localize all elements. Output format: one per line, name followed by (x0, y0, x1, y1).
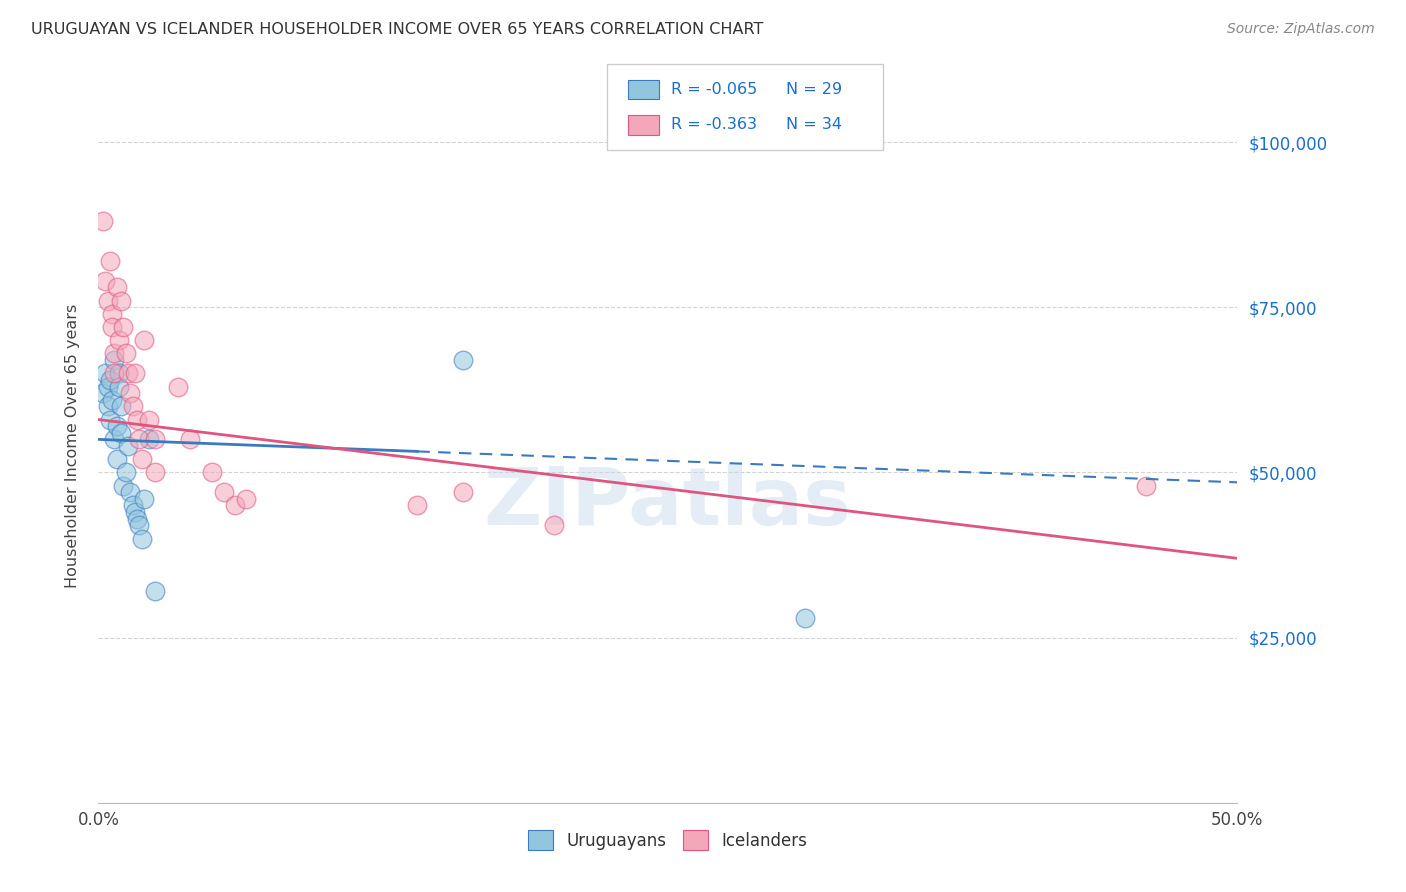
Point (127, 511, 149, 525)
Point (91, 214, 114, 228)
Point (96, 293, 118, 308)
Point (406, 499, 429, 513)
Text: R = -0.363: R = -0.363 (671, 117, 756, 132)
Point (121, 499, 143, 513)
Point (138, 412, 160, 426)
Point (131, 452, 153, 467)
Point (101, 320, 124, 334)
Point (105, 419, 128, 434)
Point (96, 379, 118, 393)
Point (120, 386, 142, 401)
Point (110, 293, 132, 308)
Point (98, 254, 121, 268)
Point (127, 412, 149, 426)
Point (117, 439, 139, 453)
Point (94, 367, 117, 381)
Point (1135, 478, 1157, 492)
Point (108, 367, 131, 381)
Point (103, 367, 125, 381)
Point (108, 333, 131, 347)
Point (543, 518, 565, 533)
Point (108, 379, 131, 393)
Point (167, 379, 190, 393)
Point (131, 532, 153, 546)
Point (124, 367, 146, 381)
Point (138, 433, 160, 447)
Point (132, 333, 155, 347)
Point (124, 505, 146, 519)
Point (121, 400, 143, 414)
Point (451, 353, 474, 368)
Point (105, 280, 128, 294)
Point (145, 466, 167, 480)
Point (145, 584, 167, 599)
Point (212, 485, 235, 500)
Point (114, 346, 136, 360)
Point (101, 392, 124, 407)
Text: URUGUAYAN VS ICELANDER HOUSEHOLDER INCOME OVER 65 YEARS CORRELATION CHART: URUGUAYAN VS ICELANDER HOUSEHOLDER INCOM… (31, 22, 763, 37)
Text: Source: ZipAtlas.com: Source: ZipAtlas.com (1227, 22, 1375, 37)
Point (98, 373, 121, 387)
Point (120, 485, 142, 500)
Point (145, 433, 167, 447)
Point (98, 412, 121, 426)
Point (94, 274, 117, 288)
Point (179, 433, 201, 447)
Point (110, 425, 132, 440)
Point (112, 320, 135, 334)
Point (112, 478, 135, 492)
Point (103, 346, 125, 360)
Point (105, 452, 128, 467)
Point (103, 433, 125, 447)
Text: ZIPatlas: ZIPatlas (484, 464, 852, 542)
Point (128, 433, 150, 447)
Point (103, 353, 125, 368)
Point (793, 611, 815, 625)
Text: N = 29: N = 29 (786, 82, 842, 97)
Y-axis label: Householder Income Over 65 years: Householder Income Over 65 years (65, 304, 80, 588)
Point (128, 518, 150, 533)
Point (101, 307, 124, 321)
Point (224, 499, 246, 513)
Point (96, 400, 118, 414)
Point (201, 466, 224, 480)
Point (114, 466, 136, 480)
Point (451, 485, 474, 500)
Text: N = 34: N = 34 (786, 117, 842, 132)
Point (132, 491, 155, 506)
Text: R = -0.065: R = -0.065 (671, 82, 756, 97)
Point (91, 386, 114, 401)
Legend: Uruguayans, Icelanders: Uruguayans, Icelanders (520, 822, 815, 859)
Point (110, 400, 132, 414)
Point (117, 367, 139, 381)
Point (235, 491, 257, 506)
